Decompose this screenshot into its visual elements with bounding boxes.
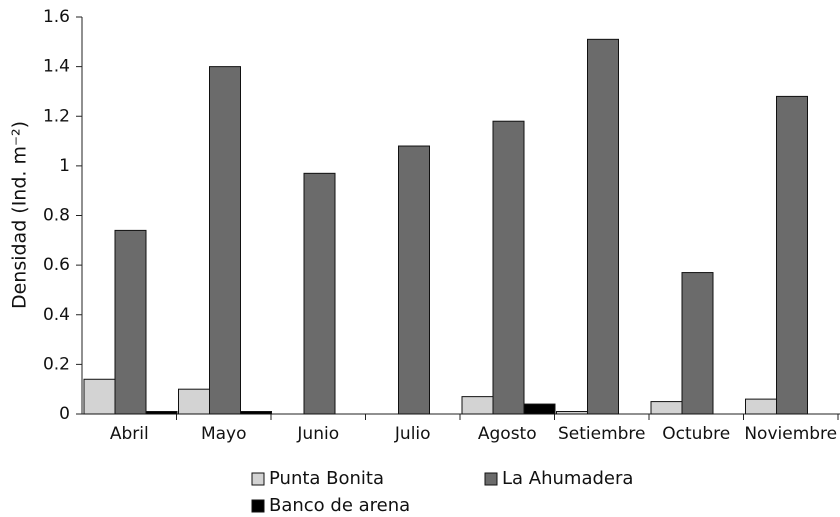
x-tick-label: Octubre (662, 424, 730, 444)
legend-swatch (484, 472, 498, 486)
bar (587, 38, 619, 415)
legend-swatch (251, 499, 265, 513)
y-tick-label: 0.4 (43, 305, 70, 325)
legend-label: Punta Bonita (269, 468, 384, 489)
bar (461, 396, 494, 415)
x-tick-label: Agosto (478, 424, 537, 444)
bar (240, 411, 272, 415)
y-tick-label: 1 (59, 156, 70, 176)
y-tick-label: 0.6 (43, 255, 70, 275)
x-tick-label: Mayo (201, 424, 247, 444)
y-tick-label: 1.4 (43, 57, 70, 77)
bar (556, 411, 588, 415)
bar (492, 120, 525, 415)
y-tick-label: 1.6 (43, 7, 70, 27)
bar (209, 66, 241, 415)
legend-label: Banco de arena (269, 495, 410, 516)
y-tick-label: 0.2 (43, 354, 70, 374)
bar (178, 388, 210, 415)
y-tick-label: 0.8 (43, 206, 70, 226)
bar (776, 95, 808, 415)
bar (745, 398, 777, 415)
x-tick-label: Julio (394, 424, 431, 444)
bar (303, 172, 336, 415)
bar (145, 411, 178, 415)
bar (650, 401, 683, 415)
y-axis-label: Densidad (Ind. m⁻²) (9, 121, 31, 309)
bar (398, 145, 430, 415)
y-tick-label: 0 (59, 404, 70, 424)
bar (681, 272, 714, 415)
x-tick-label: Abril (110, 424, 149, 444)
x-tick-label: Setiembre (558, 424, 646, 444)
x-tick-label: Noviembre (744, 424, 837, 444)
bar (523, 403, 556, 415)
x-tick-label: Junio (296, 424, 339, 444)
y-tick-label: 1.2 (43, 106, 70, 126)
bar (114, 229, 147, 415)
bar (83, 378, 116, 415)
legend-label: La Ahumadera (502, 468, 633, 489)
legend-swatch (251, 472, 265, 486)
